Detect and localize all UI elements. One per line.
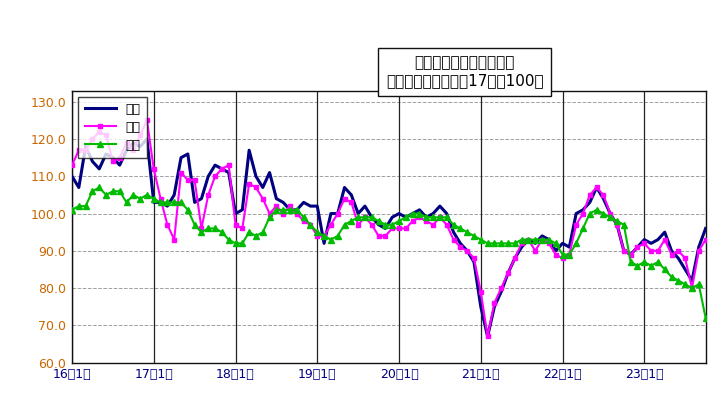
Legend: 生産, 出荷, 在庫: 生産, 出荷, 在庫 [78,97,147,158]
Text: 鳥取県鉱工業指数の推移
（季節調整済、平成17年＝100）: 鳥取県鉱工業指数の推移 （季節調整済、平成17年＝100） [386,56,544,88]
